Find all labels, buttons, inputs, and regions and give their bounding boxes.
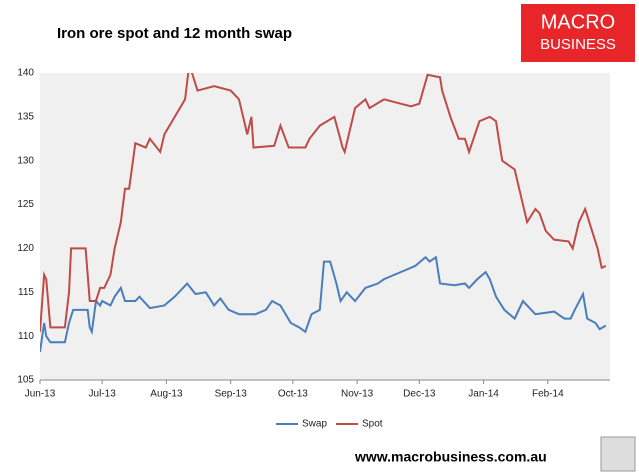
x-tick-label: Jan-14 <box>468 389 499 400</box>
footer: www.macrobusiness.com.au <box>354 449 547 465</box>
x-tick-label: Jul-13 <box>89 389 117 400</box>
x-tick-label: Dec-13 <box>403 389 436 400</box>
plot-area <box>40 73 610 380</box>
logo-box <box>521 4 635 62</box>
logo-icon <box>600 436 636 472</box>
y-tick-label: 105 <box>17 375 34 386</box>
x-tick-label: Oct-13 <box>278 389 308 400</box>
x-tick-label: Aug-13 <box>150 389 183 400</box>
y-tick-label: 125 <box>17 199 34 210</box>
series-line <box>40 73 607 332</box>
y-tick-label: 110 <box>18 331 34 342</box>
y-tick-label: 115 <box>18 287 34 298</box>
x-tick-label: Nov-13 <box>341 389 374 400</box>
logo-text: BUSINESS <box>540 36 616 53</box>
x-tick-label: Sep-13 <box>215 389 248 400</box>
y-tick-label: 120 <box>17 243 34 254</box>
legend-label: Swap <box>302 419 327 430</box>
legend-label: Spot <box>362 419 383 430</box>
chart-title: Iron ore spot and 12 month swap <box>57 25 292 42</box>
series-line <box>40 255 607 353</box>
y-tick-label: 135 <box>17 111 34 122</box>
x-tick-label: Feb-14 <box>532 389 564 400</box>
logo-text: MACRO <box>541 11 615 33</box>
y-tick-label: 130 <box>17 155 34 166</box>
y-tick-label: 140 <box>17 68 34 79</box>
x-tick-label: Jun-13 <box>25 389 56 400</box>
